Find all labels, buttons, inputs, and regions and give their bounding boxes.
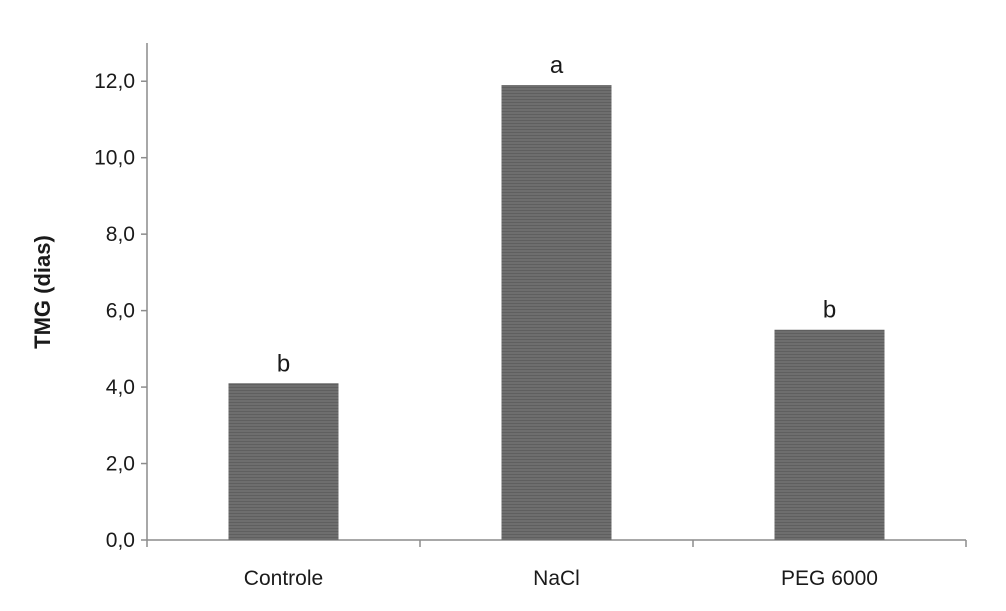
x-tick-label: PEG 6000 [781, 567, 878, 590]
y-tick-label: 4,0 [106, 376, 135, 399]
y-tick-label: 8,0 [106, 223, 135, 246]
labels: 0,0 2,0 4,0 6,0 8,0 10,0 12,0 Controle b NaCl a PEG… [94, 52, 878, 590]
bars [228, 85, 885, 541]
x-tick-label: NaCl [533, 567, 580, 590]
y-tick-label: 12,0 [94, 70, 135, 93]
y-tick-label: 0,0 [106, 529, 135, 552]
y-tick-label: 10,0 [94, 147, 135, 170]
bar-controle [228, 383, 339, 540]
significance-letter: b [823, 297, 836, 324]
y-tick-label: 6,0 [106, 300, 135, 323]
y-axis-title: TMG (dias) [30, 235, 55, 349]
bar-nacl [501, 85, 612, 541]
significance-letter: a [550, 52, 564, 79]
bar-peg-6000 [774, 329, 885, 540]
significance-letter: b [277, 350, 290, 377]
y-tick-label: 2,0 [106, 453, 135, 476]
x-tick-label: Controle [244, 567, 323, 590]
